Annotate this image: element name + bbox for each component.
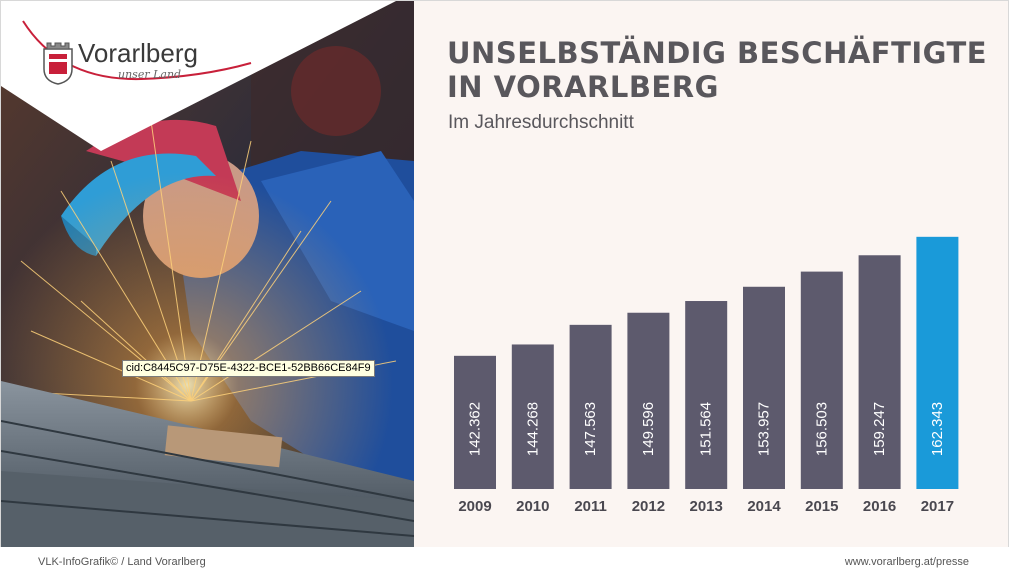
bar-value-label-2011: 147.563: [582, 402, 599, 456]
x-tick-label-2013: 2013: [690, 498, 723, 515]
bar-2012: [627, 312, 670, 489]
bar-value-label-2013: 151.564: [698, 402, 715, 456]
footer-url: www.vorarlberg.at/presse: [844, 556, 969, 568]
logo-tagline: unser Land: [118, 68, 182, 81]
bar-2014: [743, 286, 785, 489]
x-tick-label-2017: 2017: [921, 498, 954, 515]
bar-value-label-2014: 153.957: [756, 402, 773, 456]
bar-2016: [858, 255, 901, 489]
chart-subtitle: Im Jahresdurchschnitt: [448, 112, 634, 133]
image-cid-label: cid:C8445C97-D75E-4322-BCE1-52BB66CE84F9: [122, 360, 375, 377]
bar-value-label-2015: 156.503: [813, 402, 830, 456]
logo-wordmark: Vorarlberg: [78, 38, 198, 68]
x-tick-label-2014: 2014: [747, 498, 781, 515]
bar-2015: [800, 271, 843, 489]
x-tick-label-2015: 2015: [805, 498, 838, 515]
bar-value-label-2009: 142.362: [467, 402, 484, 456]
bar-2013: [685, 301, 728, 489]
coat-of-arms-icon: [41, 39, 75, 85]
chart-title-line-2: IN VORARLBERG: [447, 70, 719, 104]
chart-title-line-1: UNSELBSTÄNDIG BESCHÄFTIGTE: [447, 36, 988, 70]
footer: VLK-InfoGrafik© / Land Vorarlberg www.vo…: [0, 547, 1009, 581]
bar-value-label-2010: 144.268: [524, 402, 541, 456]
bar-value-label-2016: 159.247: [871, 402, 888, 456]
x-tick-label-2009: 2009: [458, 498, 491, 515]
x-tick-label-2010: 2010: [516, 498, 549, 515]
worker-photo: cid:C8445C97-D75E-4322-BCE1-52BB66CE84F9: [1, 1, 414, 547]
x-tick-label-2012: 2012: [632, 498, 665, 515]
bar-2017: [916, 236, 959, 489]
x-tick-label-2011: 2011: [574, 498, 607, 515]
footer-credit: VLK-InfoGrafik© / Land Vorarlberg: [38, 556, 206, 568]
bar-chart: 142.362 2009 144.268 2010 147.563 2011 149.596…: [454, 236, 959, 515]
bar-value-label-2017: 162.343: [929, 402, 946, 456]
bar-2010: [511, 344, 554, 489]
bar-value-label-2012: 149.596: [640, 402, 657, 456]
x-tick-label-2016: 2016: [863, 498, 896, 515]
bar-2011: [569, 324, 612, 489]
bar-2009: [454, 355, 496, 489]
